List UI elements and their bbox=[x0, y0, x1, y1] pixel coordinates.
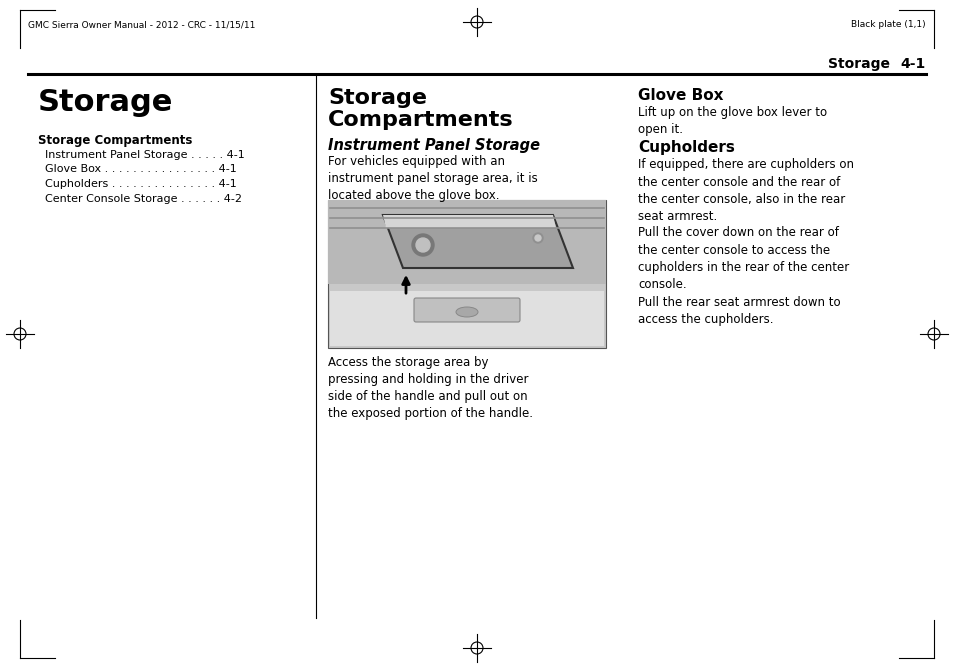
Text: Instrument Panel Storage . . . . . 4-1: Instrument Panel Storage . . . . . 4-1 bbox=[38, 150, 245, 160]
Text: Storage: Storage bbox=[827, 57, 889, 71]
Text: GMC Sierra Owner Manual - 2012 - CRC - 11/15/11: GMC Sierra Owner Manual - 2012 - CRC - 1… bbox=[28, 20, 255, 29]
Text: Access the storage area by
pressing and holding in the driver
side of the handle: Access the storage area by pressing and … bbox=[328, 356, 533, 420]
Text: Lift up on the glove box lever to
open it.: Lift up on the glove box lever to open i… bbox=[638, 106, 826, 136]
Bar bbox=[328, 200, 605, 348]
Text: Pull the cover down on the rear of
the center console to access the
cupholders i: Pull the cover down on the rear of the c… bbox=[638, 226, 848, 291]
Text: Cupholders: Cupholders bbox=[638, 140, 734, 155]
Text: Black plate (1,1): Black plate (1,1) bbox=[850, 20, 925, 29]
Text: Pull the rear seat armrest down to
access the cupholders.: Pull the rear seat armrest down to acces… bbox=[638, 296, 840, 327]
Text: Center Console Storage . . . . . . 4-2: Center Console Storage . . . . . . 4-2 bbox=[38, 194, 242, 204]
Text: Storage
Compartments: Storage Compartments bbox=[328, 88, 513, 130]
Ellipse shape bbox=[456, 307, 477, 317]
Circle shape bbox=[533, 233, 542, 243]
Text: 4-1: 4-1 bbox=[899, 57, 924, 71]
Polygon shape bbox=[382, 215, 573, 268]
Circle shape bbox=[416, 238, 430, 252]
Text: If equipped, there are cupholders on
the center console and the rear of
the cent: If equipped, there are cupholders on the… bbox=[638, 158, 853, 224]
Text: For vehicles equipped with an
instrument panel storage area, it is
located above: For vehicles equipped with an instrument… bbox=[328, 155, 537, 202]
Circle shape bbox=[535, 235, 540, 241]
Text: Storage: Storage bbox=[38, 88, 173, 117]
Bar bbox=[330, 291, 603, 346]
Text: Glove Box . . . . . . . . . . . . . . . . 4-1: Glove Box . . . . . . . . . . . . . . . … bbox=[38, 164, 236, 174]
Text: Glove Box: Glove Box bbox=[638, 88, 722, 103]
Polygon shape bbox=[382, 215, 556, 228]
Bar bbox=[328, 200, 605, 284]
Text: Instrument Panel Storage: Instrument Panel Storage bbox=[328, 138, 539, 153]
Circle shape bbox=[412, 234, 434, 256]
FancyBboxPatch shape bbox=[414, 298, 519, 322]
Text: Cupholders . . . . . . . . . . . . . . . 4-1: Cupholders . . . . . . . . . . . . . . .… bbox=[38, 179, 236, 189]
Text: Storage Compartments: Storage Compartments bbox=[38, 134, 193, 147]
